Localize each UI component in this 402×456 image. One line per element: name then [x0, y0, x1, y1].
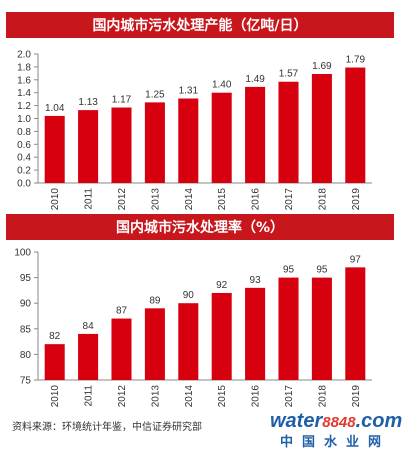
- capacity-value-label: 1.69: [312, 61, 332, 72]
- rate-value-label: 87: [116, 306, 128, 317]
- rate-bar: [278, 277, 299, 380]
- rate-x-tick-label: 2018: [317, 385, 328, 408]
- capacity-value-label: 1.79: [346, 55, 366, 66]
- capacity-x-tick-label: 2014: [184, 188, 195, 211]
- capacity-bar: [178, 98, 199, 183]
- capacity-value-label: 1.17: [112, 95, 132, 106]
- watermark-brand-tld: .com: [355, 410, 402, 432]
- rate-value-label: 95: [283, 265, 295, 276]
- capacity-x-tick-label: 2019: [351, 188, 362, 211]
- rate-value-label: 93: [250, 275, 262, 286]
- capacity-y-tick-label: 0.8: [17, 127, 31, 138]
- capacity-bar-chart: 0.0 0.2 0.4 0.6 0.8 1.0 1.2 1.4 1.6 1.82.0 1.04 201…: [17, 50, 372, 211]
- capacity-x-tick-label: 2010: [50, 188, 61, 211]
- rate-y-tick-label: 85: [20, 324, 32, 335]
- capacity-value-label: 1.40: [212, 80, 232, 91]
- rate-x-tick-label: 2010: [50, 385, 61, 408]
- capacity-y-tick-label: 0.0: [17, 179, 31, 190]
- rate-x-tick-label: 2017: [284, 385, 295, 408]
- rate-y-tick-label: 90: [20, 299, 32, 310]
- rate-value-label: 89: [149, 295, 161, 306]
- rate-bar: [111, 318, 132, 380]
- rate-x-tick-label: 2013: [150, 385, 161, 408]
- watermark-tagline: 中国水业网: [280, 435, 391, 450]
- capacity-y-tick-label: 1.8: [17, 62, 31, 73]
- capacity-bar: [211, 92, 232, 183]
- capacity-value-label: 1.31: [179, 86, 199, 97]
- capacity-y-tick-label: 1.4: [17, 88, 31, 99]
- capacity-y-tick-label: 0.2: [17, 166, 31, 177]
- rate-bar: [211, 292, 232, 380]
- rate-y-tick-label: 80: [20, 350, 32, 361]
- capacity-bar: [44, 115, 65, 183]
- capacity-value-label: 1.13: [78, 97, 98, 108]
- capacity-bar: [144, 102, 165, 183]
- rate-x-tick-label: 2014: [184, 385, 195, 408]
- rate-x-tick-label: 2019: [351, 385, 362, 408]
- capacity-y-tick-label: 1.6: [17, 75, 31, 86]
- rate-value-label: 95: [316, 265, 328, 276]
- rate-x-tick-label: 2016: [251, 385, 262, 408]
- rate-value-label: 82: [49, 331, 61, 342]
- capacity-bar: [78, 110, 99, 183]
- rate-bar: [44, 344, 65, 380]
- capacity-bar: [111, 107, 132, 183]
- capacity-x-tick-label: 2016: [251, 188, 262, 211]
- capacity-bar: [311, 73, 332, 183]
- chart-1-title: 国内城市污水处理产能（亿吨/日）: [6, 12, 394, 38]
- rate-bar: [78, 333, 99, 380]
- capacity-y-tick-label: 2.0: [17, 50, 31, 61]
- capacity-bar: [245, 86, 266, 183]
- capacity-bar: [345, 67, 366, 183]
- rate-value-label: 90: [183, 290, 195, 301]
- capacity-y-tick-label: 0.6: [17, 140, 31, 151]
- capacity-x-tick-label: 2013: [150, 188, 161, 211]
- rate-value-label: 92: [216, 280, 228, 291]
- rate-y-tick-label: 100: [14, 248, 31, 259]
- rate-x-tick-label: 2012: [117, 385, 128, 408]
- rate-x-tick-label: 2015: [217, 385, 228, 408]
- rate-y-tick-label: 75: [20, 376, 32, 387]
- capacity-value-label: 1.04: [45, 103, 65, 114]
- rate-value-label: 97: [350, 254, 362, 265]
- capacity-value-label: 1.49: [245, 74, 265, 85]
- capacity-y-tick-label: 0.4: [17, 153, 31, 164]
- capacity-x-tick-label: 2017: [284, 188, 295, 211]
- capacity-value-label: 1.25: [145, 89, 165, 100]
- source-note: 资料来源：环境统计年鉴，中信证券研究部: [12, 422, 202, 433]
- capacity-x-tick-label: 2012: [117, 188, 128, 211]
- rate-y-tick-label: 95: [20, 273, 32, 284]
- capacity-value-label: 1.57: [279, 69, 299, 80]
- rate-bar: [178, 303, 199, 380]
- rate-bar: [345, 267, 366, 380]
- rate-value-label: 84: [83, 321, 95, 332]
- treatment-rate-bar-chart: 75 80 85 90 95 100 82 2010 84 2011 87 2012 89 2013 90 2…: [14, 248, 372, 408]
- rate-bar: [311, 277, 332, 380]
- watermark-logo: water8848.com 中国水业网: [270, 410, 402, 454]
- rate-bar: [144, 308, 165, 380]
- capacity-x-tick-label: 2015: [217, 188, 228, 211]
- capacity-y-tick-label: 1.2: [17, 101, 31, 112]
- rate-x-tick-label: 2011: [84, 385, 95, 407]
- capacity-x-tick-label: 2018: [317, 188, 328, 211]
- capacity-y-tick-label: 1.0: [17, 114, 31, 125]
- rate-bar: [245, 287, 266, 380]
- capacity-x-tick-label: 2011: [84, 188, 95, 210]
- watermark-brand-num: 8848: [322, 414, 356, 431]
- watermark-brand-main: water: [270, 410, 323, 432]
- chart-2-title: 国内城市污水处理率（%）: [6, 214, 394, 240]
- capacity-bar: [278, 81, 299, 183]
